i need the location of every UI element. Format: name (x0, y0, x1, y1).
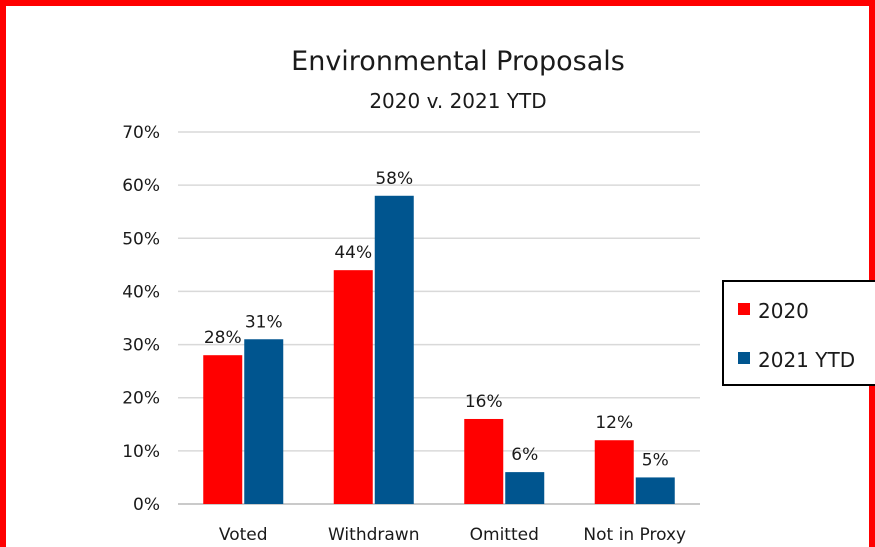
legend-swatch-2020 (738, 303, 750, 315)
bar-omitted-2021-ytd (505, 472, 545, 504)
chart-title: Environmental Proposals (291, 46, 625, 77)
legend-swatch-2021-ytd (738, 352, 750, 364)
y-tick-label: 60% (122, 176, 160, 196)
data-label: 31% (245, 312, 283, 332)
y-tick-label: 40% (122, 282, 160, 302)
legend-box (722, 280, 875, 386)
data-label: 6% (511, 445, 538, 465)
bar-withdrawn-2021-ytd (374, 195, 414, 504)
y-axis: 0% 10% 20% 30% 40% 50% 60% 70% (122, 123, 160, 515)
data-label: 16% (465, 392, 503, 412)
y-tick-label: 50% (122, 229, 160, 249)
data-label: 44% (334, 243, 372, 263)
x-tick-label: Omitted (470, 525, 539, 545)
legend: 2020 2021 YTD (722, 280, 875, 386)
x-tick-label: Withdrawn (328, 525, 419, 545)
bars: 28%31% 44% 58% 16% 6% 12% 5% (203, 169, 675, 504)
x-tick-label: Not in Proxy (583, 525, 686, 545)
data-label: 5% (642, 450, 669, 470)
x-tick-label: Voted (219, 525, 268, 545)
y-tick-label: 70% (122, 123, 160, 143)
bar-not-in-proxy-2021-ytd (635, 477, 675, 504)
y-tick-label: 30% (122, 336, 160, 356)
bar-omitted-2020 (464, 418, 504, 504)
y-tick-label: 20% (122, 389, 160, 409)
chart-subtitle: 2020 v. 2021 YTD (369, 89, 546, 113)
bar-not-in-proxy-2020 (594, 440, 634, 504)
x-axis: Voted Withdrawn Omitted Not in Proxy (219, 525, 686, 545)
bar-voted-2020 (203, 355, 243, 504)
y-tick-label: 0% (133, 495, 160, 515)
legend-label-2020: 2020 (758, 299, 809, 323)
data-label: 58% (375, 169, 413, 189)
data-label: 28% (204, 328, 242, 348)
legend-label-2021-ytd: 2021 YTD (758, 348, 855, 372)
data-label: 12% (595, 413, 633, 433)
y-tick-label: 10% (122, 442, 160, 462)
bar-withdrawn-2020 (333, 270, 373, 504)
bar-voted-2021-ytd (244, 339, 284, 504)
